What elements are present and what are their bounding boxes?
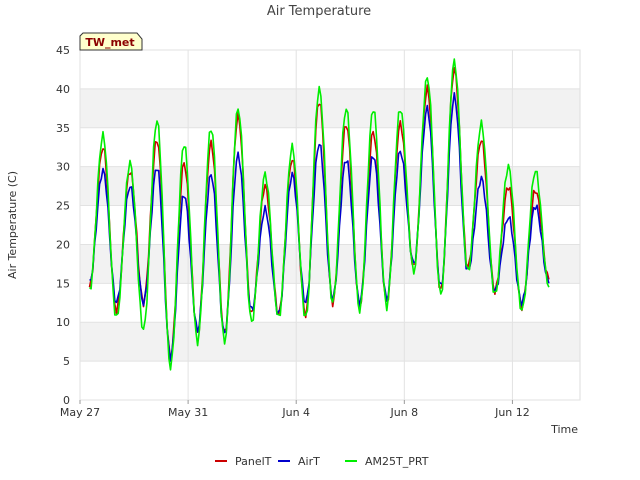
y-tick-label: 25 bbox=[56, 200, 70, 213]
legend-label-am25t_prt: AM25T_PRT bbox=[365, 455, 429, 468]
grid-band bbox=[80, 50, 580, 89]
y-tick-label: 10 bbox=[56, 316, 70, 329]
series-line-am25t_prt bbox=[89, 58, 550, 371]
y-tick-label: 5 bbox=[63, 355, 70, 368]
x-tick-label: Jun 12 bbox=[494, 406, 530, 419]
x-tick-label: Jun 4 bbox=[281, 406, 310, 419]
y-tick-label: 15 bbox=[56, 277, 70, 290]
legend-label-airt: AirT bbox=[298, 455, 320, 468]
series-lines bbox=[88, 58, 550, 371]
grid-band bbox=[80, 127, 580, 167]
grid-band bbox=[80, 361, 580, 400]
station-badge: TW_met bbox=[79, 32, 143, 51]
legend-label-panelt: PanelT bbox=[235, 455, 272, 468]
x-axis-label: Time bbox=[550, 423, 578, 436]
grid-band bbox=[80, 322, 580, 362]
chart-title: Air Temperature bbox=[267, 4, 371, 19]
x-axis: May 27 May 31 Jun 4 Jun 8 Jun 12 bbox=[60, 50, 530, 419]
x-tick-label: Jun 8 bbox=[389, 406, 418, 419]
y-axis: 0 5 10 15 20 25 30 35 40 45 bbox=[56, 44, 580, 407]
grid-band bbox=[80, 166, 580, 206]
y-tick-label: 35 bbox=[56, 122, 70, 135]
y-tick-label: 30 bbox=[56, 161, 70, 174]
y-tick-label: 45 bbox=[56, 44, 70, 57]
y-tick-label: 0 bbox=[63, 394, 70, 407]
y-tick-label: 20 bbox=[56, 238, 70, 251]
x-tick-label: May 31 bbox=[168, 406, 208, 419]
x-tick-label: May 27 bbox=[60, 406, 100, 419]
y-tick-label: 40 bbox=[56, 83, 70, 96]
legend: PanelT AirT AM25T_PRT bbox=[215, 455, 429, 468]
grid-band bbox=[80, 88, 580, 128]
badge-shape bbox=[79, 32, 143, 51]
y-axis-label: Air Temperature (C) bbox=[6, 171, 19, 279]
badge-text: TW_met bbox=[85, 36, 134, 49]
